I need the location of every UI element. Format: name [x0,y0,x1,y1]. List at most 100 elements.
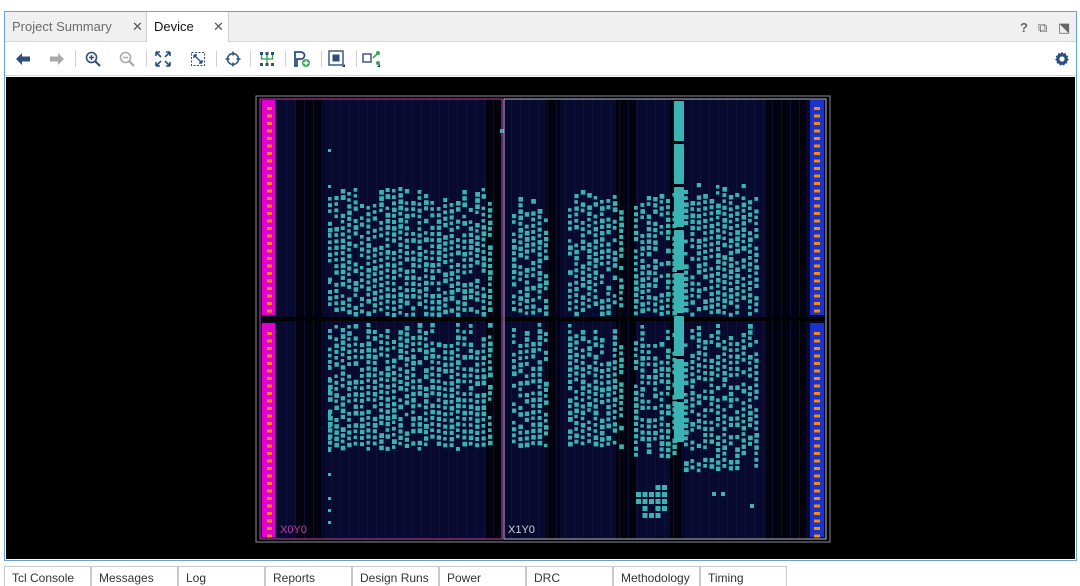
placed-cell [600,206,605,211]
placed-cell [424,368,429,373]
placed-cell [716,259,721,264]
placed-cell [347,309,352,315]
tab-messages[interactable]: Messages [91,566,178,586]
placed-cell [379,264,383,269]
zoom-in-icon[interactable] [83,49,103,69]
placed-cell [360,417,365,422]
placed-cell [518,412,523,417]
tab-device[interactable]: Device ✕ [146,12,229,43]
placed-cell [398,429,403,434]
placed-cell [328,197,332,201]
placed-cell [754,389,759,394]
placed-cell [600,424,605,430]
placed-cell [580,367,585,372]
placed-cell [404,201,409,205]
placed-cell [634,299,639,304]
placed-cell [537,428,542,433]
placed-cell [524,274,529,278]
placed-cell [334,362,339,367]
placed-cell [385,312,390,316]
placed-cell [436,392,442,397]
placed-cell [334,418,339,423]
placed-cell [430,250,435,255]
placed-cell [328,377,331,380]
placed-cell [524,355,529,360]
placed-cell [404,238,409,243]
zoom-selection-icon[interactable] [188,49,208,69]
placed-cell [640,405,645,410]
placed-cell [606,285,611,291]
tab-timing[interactable]: Timing [700,566,787,586]
tab-log[interactable]: Log [178,566,265,586]
placed-cell [666,385,671,391]
arrow-left-icon[interactable] [13,49,33,69]
placed-cell [417,440,423,446]
gear-icon[interactable] [1052,49,1072,69]
placed-cell [716,228,721,233]
placed-cell [636,499,641,504]
maximize-icon[interactable]: ⬔ [1058,20,1071,35]
tab-power[interactable]: Power [439,566,526,586]
arrow-right-icon[interactable] [47,49,67,69]
device-canvas[interactable]: X0Y0 X1Y0 [6,77,1075,559]
placed-cell [360,278,364,283]
placed-cell [574,293,579,297]
tab-drc[interactable]: DRC [526,566,613,586]
route-icon[interactable] [257,49,277,69]
placed-cell [659,293,664,298]
placed-cell [340,365,346,370]
io-pin [267,152,272,155]
placed-cell [417,360,423,365]
placed-cell [684,208,689,213]
placed-cell [690,446,695,451]
placed-cell [417,301,422,306]
placed-cell [398,342,404,348]
placed-cell [696,220,702,225]
placed-cell [716,265,721,270]
placed-cell [462,233,467,238]
io-pin [267,137,272,140]
placed-cell [580,385,586,391]
placed-cell [612,385,618,390]
clock-region-x0y0[interactable] [259,98,503,540]
placed-cell [748,342,753,347]
clock-region-x1y0[interactable] [503,98,827,540]
placed-cell [684,252,688,256]
zoom-fit-icon[interactable] [153,49,173,69]
cell-icon[interactable] [327,49,347,69]
placed-cell [328,425,331,428]
close-icon[interactable]: ✕ [213,19,224,34]
placed-cell [754,308,759,313]
placed-cell [385,428,390,432]
tab-reports[interactable]: Reports [265,566,352,586]
placed-cell [640,258,645,263]
placed-cell [340,269,346,275]
placed-cell [417,190,422,194]
placed-cell [372,429,377,434]
placed-cell [468,263,473,268]
tab-design-runs[interactable]: Design Runs [352,566,439,586]
placed-cell [703,377,708,382]
placed-cell [537,221,542,226]
help-icon[interactable]: ? [1020,20,1028,35]
placed-cell [735,273,740,279]
add-pblock-icon[interactable] [292,49,312,69]
select-area-icon[interactable] [362,49,382,69]
placed-cell [436,287,441,292]
placed-cell [424,430,428,435]
tab-tcl-console[interactable]: Tcl Console [4,566,91,586]
close-icon[interactable]: ✕ [132,19,143,34]
placed-cell [347,343,351,348]
zoom-out-icon[interactable] [117,49,137,69]
restore-icon[interactable]: ⧉ [1038,20,1048,35]
placed-cell [462,417,467,421]
placed-cell [593,373,598,378]
placed-cell [531,428,536,434]
device-floorplan[interactable]: X0Y0 X1Y0 [6,77,1075,559]
tab-methodology[interactable]: Methodology [613,566,700,586]
placed-cell [531,391,535,396]
placed-cell [619,401,624,405]
tab-project-summary[interactable]: Project Summary ✕ [5,12,146,42]
crosshair-icon[interactable] [223,49,243,69]
placed-cell [328,360,332,364]
